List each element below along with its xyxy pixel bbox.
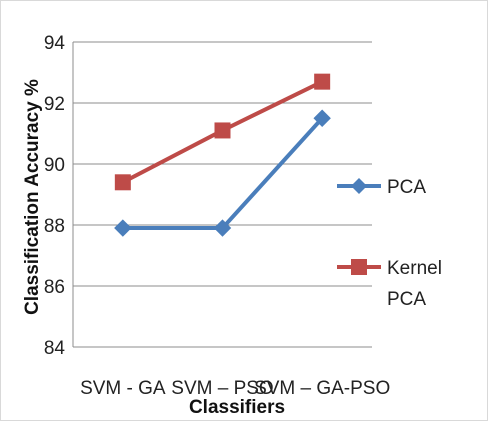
x-axis-title: Classifiers <box>189 397 285 418</box>
data-point-s2-2 <box>214 122 231 139</box>
data-point-s2-1 <box>114 174 131 191</box>
y-tick-label-90: 90 <box>44 155 65 176</box>
y-tick-label-92: 92 <box>44 94 65 115</box>
y-axis-title: Classification Accuracy % <box>22 79 43 315</box>
series-group <box>114 73 331 237</box>
y-tick-label-94: 94 <box>44 33 66 54</box>
data-point-s1-3 <box>313 109 331 127</box>
y-tick-labels: 84 86 88 90 92 94 <box>44 33 66 359</box>
legend-label-1: PCA <box>387 177 426 198</box>
legend-label-2: Kernel PCA <box>387 258 442 310</box>
x-tick-label-3: SVM – GA-PSO <box>254 378 390 399</box>
legend: PCA Kernel PCA <box>337 177 442 310</box>
y-tick-label-84: 84 <box>44 338 66 359</box>
gridlines <box>72 41 372 348</box>
data-point-s2-3 <box>314 73 331 90</box>
data-point-s1-1 <box>114 219 132 237</box>
y-tick-label-88: 88 <box>44 216 65 237</box>
legend-marker-1 <box>351 178 367 194</box>
x-tick-label-2: SVM – PSO <box>171 378 273 399</box>
legend-marker-2 <box>351 259 367 275</box>
y-tick-label-86: 86 <box>44 277 65 298</box>
x-tick-label-1: SVM - GA <box>80 378 166 399</box>
data-point-s1-2 <box>213 219 232 237</box>
